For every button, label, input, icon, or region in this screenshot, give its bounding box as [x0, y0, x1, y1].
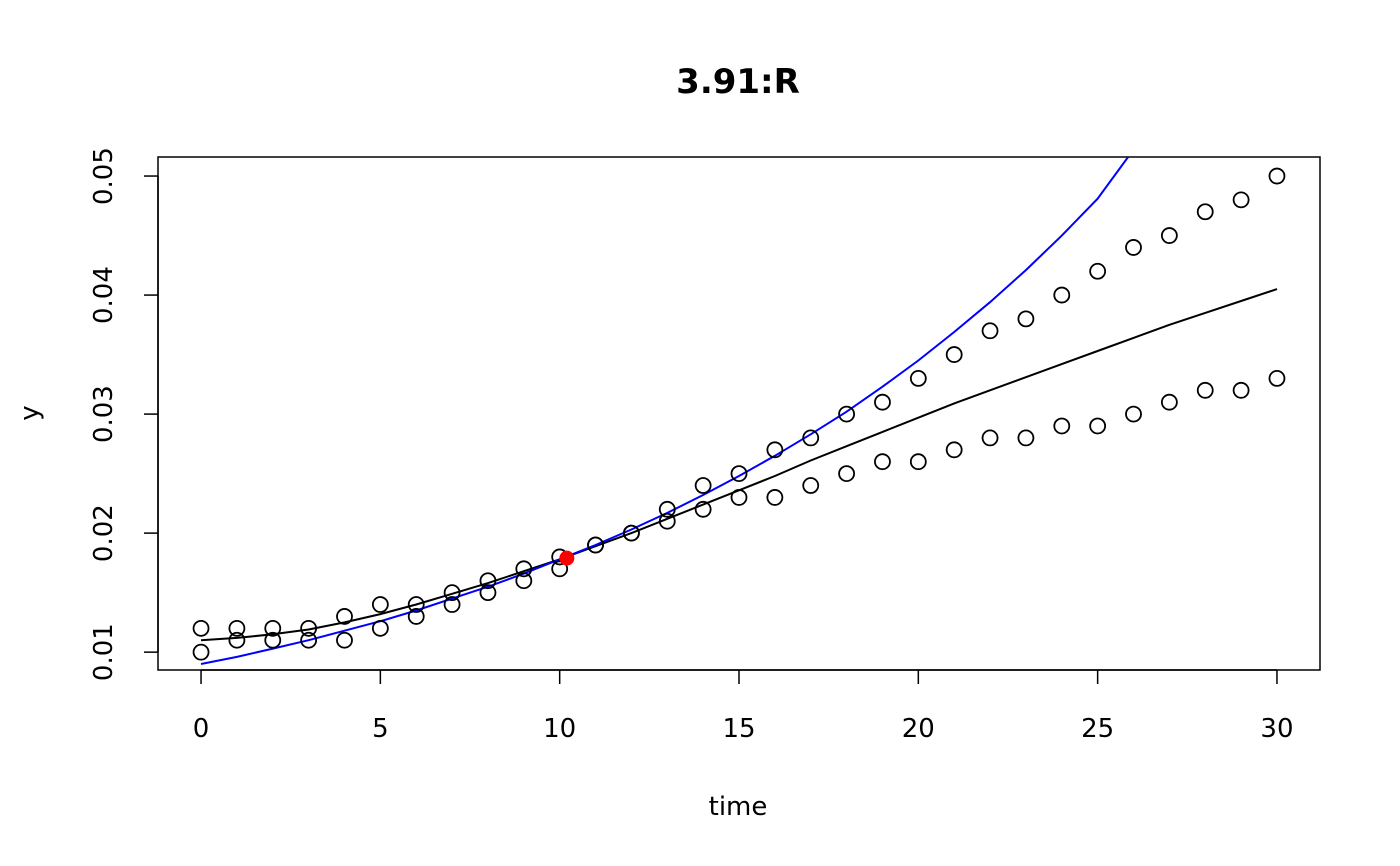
data-point: [300, 619, 318, 637]
y-tick-label: 0.04: [89, 266, 119, 324]
data-point: [1160, 227, 1178, 244]
data-point: [1232, 191, 1250, 209]
data-point: [909, 453, 927, 471]
data-point: [1125, 239, 1142, 256]
data-point: [694, 500, 712, 518]
data-point: [407, 596, 425, 613]
data-point: [981, 322, 999, 340]
data-point: [802, 429, 820, 447]
data-point: [1089, 262, 1107, 280]
data-point: [515, 572, 533, 590]
data-point: [1017, 310, 1035, 328]
data-point: [228, 631, 246, 649]
data-point: [909, 369, 927, 387]
data-point: [479, 572, 497, 590]
data-point: [1268, 369, 1286, 387]
y-tick-label: 0.05: [89, 147, 119, 205]
data-point: [766, 489, 784, 506]
y-tick-label: 0.02: [89, 504, 119, 562]
data-point: [658, 512, 676, 530]
data-point: [874, 393, 891, 411]
data-point: [1196, 381, 1214, 399]
data-point: [192, 619, 210, 637]
data-point: [1232, 381, 1250, 399]
x-axis-label: time: [709, 792, 768, 822]
y-tick-label: 0.03: [89, 385, 119, 443]
data-point: [407, 608, 425, 625]
data-point: [1196, 203, 1214, 221]
x-tick-label: 30: [1260, 714, 1293, 744]
data-point: [1125, 405, 1142, 423]
data-point: [551, 560, 569, 578]
data-point: [587, 536, 604, 554]
data-point: [623, 524, 640, 542]
highlight-point: [559, 550, 575, 566]
data-point: [658, 500, 676, 518]
plot-frame: [157, 156, 1321, 671]
data-point: [336, 608, 353, 625]
data-point: [371, 596, 389, 613]
data-point: [479, 584, 497, 602]
data-point: [802, 477, 820, 494]
data-point: [300, 631, 318, 649]
data-point: [371, 619, 389, 637]
data-point: [766, 441, 784, 459]
series-layer: [200, 157, 1278, 665]
data-point: [1017, 429, 1035, 447]
data-point: [515, 560, 533, 578]
x-tick-label: 5: [372, 714, 389, 744]
data-point: [730, 489, 748, 506]
data-point: [443, 584, 461, 602]
chart-title: 3.91:R: [676, 62, 800, 102]
series-line-1: [200, 288, 1278, 642]
data-point: [981, 429, 999, 447]
x-tick-label: 0: [193, 714, 210, 744]
data-point: [1089, 417, 1107, 435]
x-tick-label: 15: [722, 714, 755, 744]
data-point: [838, 465, 855, 483]
x-axis: 0 5 10 15 20 25 30: [193, 669, 1294, 744]
data-point: [228, 619, 246, 637]
data-point: [264, 619, 282, 637]
y-axis-label: y: [15, 405, 45, 420]
data-point: [1268, 167, 1286, 185]
data-point: [730, 465, 748, 483]
y-axis: 0.01 0.02 0.03 0.04 0.05: [89, 147, 159, 681]
data-point: [838, 405, 855, 423]
data-point: [945, 441, 963, 459]
x-tick-label: 25: [1081, 714, 1114, 744]
series-line-2: [200, 157, 1129, 665]
points-layer: [192, 167, 1286, 661]
data-point: [1053, 286, 1071, 304]
data-point: [874, 453, 891, 471]
data-point: [336, 631, 353, 649]
x-tick-label: 10: [543, 714, 576, 744]
data-point: [1160, 393, 1178, 411]
data-point: [1053, 417, 1071, 435]
x-tick-label: 20: [902, 714, 935, 744]
data-point: [264, 631, 282, 649]
y-tick-label: 0.01: [89, 623, 119, 681]
data-point: [192, 643, 210, 661]
data-point: [443, 596, 461, 613]
data-point: [694, 477, 712, 494]
data-point: [945, 346, 963, 363]
